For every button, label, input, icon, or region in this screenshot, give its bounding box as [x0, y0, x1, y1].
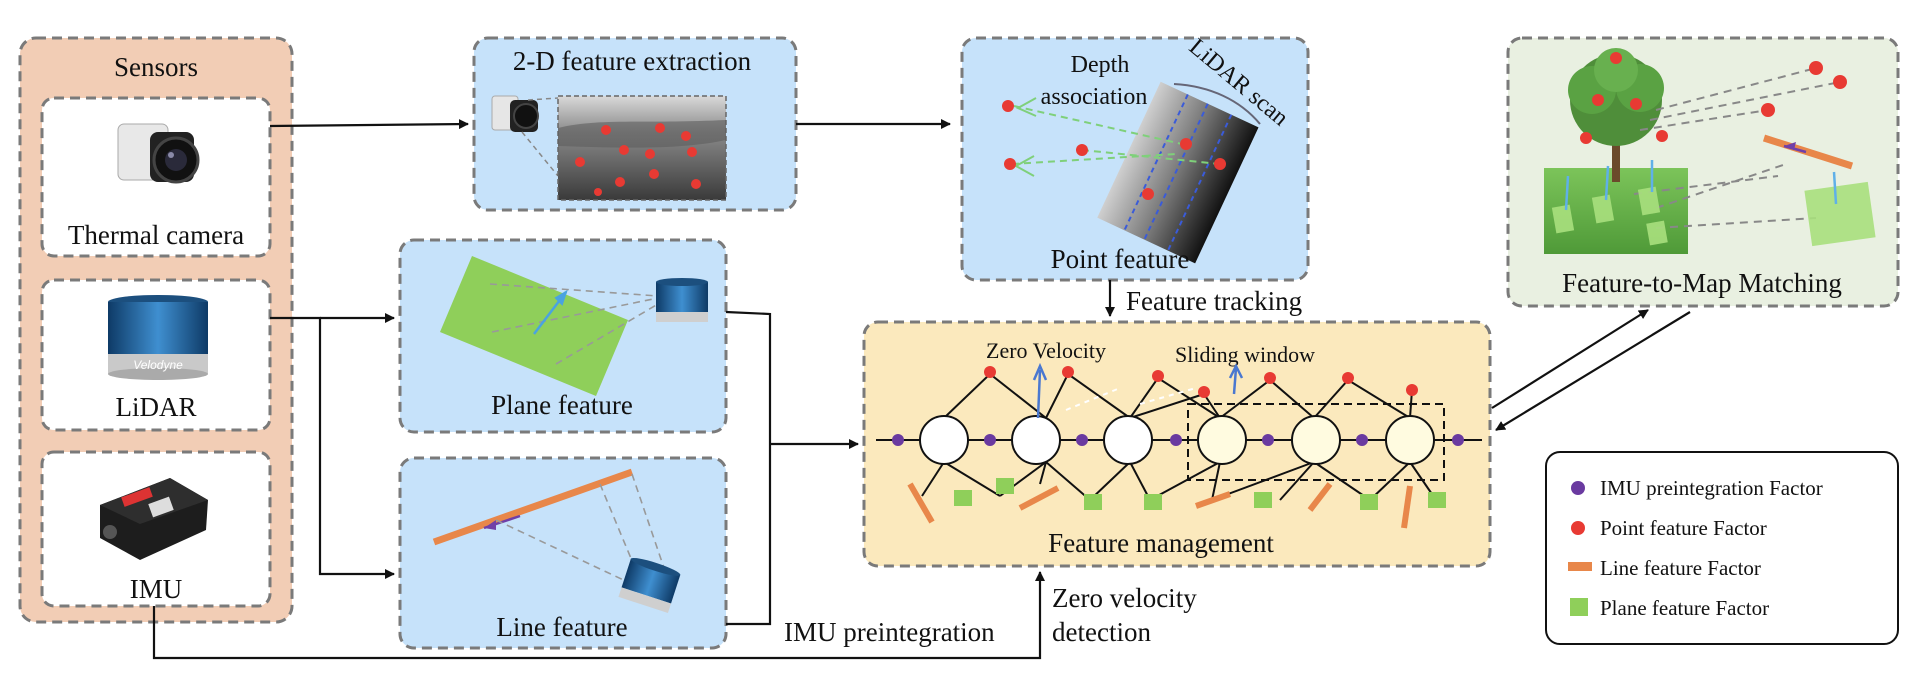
thermal-camera-icon — [117, 123, 200, 184]
legend-plane-icon — [1570, 598, 1588, 616]
imu-label: IMU — [130, 574, 183, 604]
point-factor-marks — [984, 366, 1418, 398]
thermal-camera-label: Thermal camera — [68, 220, 244, 250]
feature-extraction-2d-title: 2-D feature extraction — [513, 46, 752, 76]
legend-item-plane: Plane feature Factor — [1600, 596, 1769, 620]
lidar-label: LiDAR — [116, 392, 197, 422]
sliding-window-box — [1187, 403, 1445, 481]
zero-velocity-detection-label-1: Zero velocity — [1052, 583, 1197, 613]
feature-management-label: Feature management — [1048, 528, 1274, 558]
plane-factor-marks — [954, 478, 1446, 510]
legend-item-imu: IMU preintegration Factor — [1600, 476, 1823, 500]
map-line-arrow-icon — [1783, 142, 1807, 154]
lidar-scan-image — [1097, 81, 1259, 264]
line-segment — [432, 468, 634, 546]
tree-icon — [1568, 48, 1664, 182]
line-feature-label: Line feature — [496, 612, 627, 642]
state-nodes — [919, 415, 1435, 465]
line-feature-panel: Line feature — [398, 456, 728, 650]
plane-patch — [440, 256, 628, 396]
feature-extraction-2d-panel: 2-D feature extraction — [472, 36, 798, 212]
plane-feature-label: Plane feature — [491, 390, 633, 420]
sensors-title: Sensors — [114, 52, 198, 82]
point-feature-label: Point feature — [1051, 244, 1190, 274]
depth-association-label-2: association — [1041, 84, 1148, 110]
sensors-panel: Sensors Thermal camera Velodyne — [18, 36, 294, 624]
normal-arrow-icon — [533, 289, 568, 335]
feature-tracking-label: Feature tracking — [1126, 286, 1302, 316]
imu-sensor-icon — [100, 478, 208, 560]
feature-to-map-label: Feature-to-Map Matching — [1562, 268, 1842, 298]
lidar-sensor-icon: Velodyne — [108, 295, 208, 380]
thermal-camera-box: Thermal camera — [40, 96, 272, 258]
line-factor-marks — [907, 482, 1413, 529]
legend-imu-icon — [1571, 481, 1585, 495]
imu-preintegration-label: IMU preintegration — [784, 617, 995, 647]
legend-item-line: Line feature Factor — [1600, 556, 1761, 580]
small-thermal-camera-icon — [491, 95, 539, 132]
legend: IMU preintegration Factor Point feature … — [1545, 451, 1899, 645]
thermal-image — [557, 95, 727, 201]
small-lidar-icon-plane — [656, 278, 708, 322]
lidar-box: Velodyne LiDAR — [40, 278, 272, 432]
depth-association-label-1: Depth — [1071, 52, 1130, 78]
point-feature-panel: Depth association LiDAR scan Point featu… — [960, 34, 1310, 282]
sliding-window-arrow-icon — [1228, 363, 1244, 395]
small-lidar-icon-line — [618, 557, 681, 613]
zero-velocity-label: Zero Velocity — [986, 338, 1106, 363]
imu-box: IMU — [40, 450, 272, 608]
sliding-window-label: Sliding window — [1175, 342, 1315, 367]
zero-velocity-detection-label-2: detection — [1052, 617, 1151, 647]
feature-to-map-panel: Feature-to-Map Matching — [1506, 36, 1900, 308]
imu-factor-marks — [892, 434, 1464, 446]
feature-management-panel: Zero Velocity Sliding window Feature man… — [862, 320, 1492, 568]
svg-text:Velodyne: Velodyne — [133, 358, 183, 372]
legend-point-icon — [1571, 521, 1585, 535]
flow-arrows — [152, 119, 1691, 660]
zero-velocity-arrow-icon — [1032, 362, 1048, 419]
plane-feature-panel: Plane feature — [398, 238, 728, 434]
legend-item-point: Point feature Factor — [1600, 516, 1767, 540]
legend-line-icon — [1568, 562, 1592, 571]
